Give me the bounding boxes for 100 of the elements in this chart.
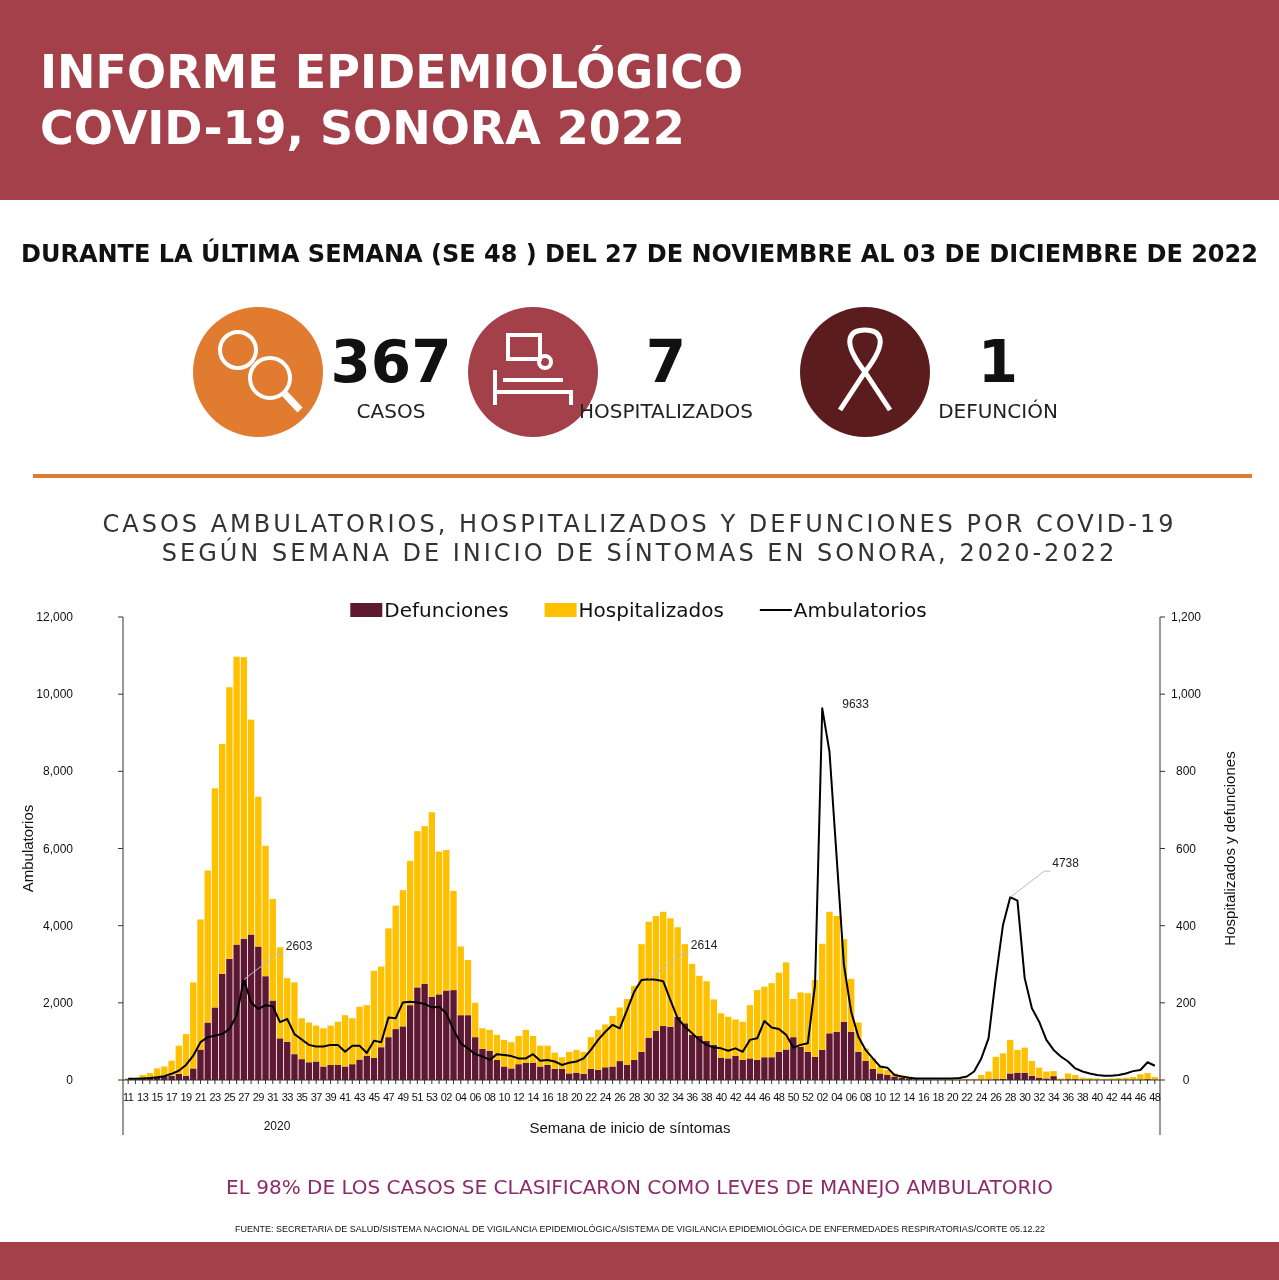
- x-tick-label: 34: [672, 1091, 684, 1103]
- x-tick-label: 33: [281, 1091, 294, 1103]
- x-tick-label: 43: [354, 1091, 366, 1103]
- x-tick-label: 11: [123, 1091, 134, 1103]
- x-tick-label: 28: [1004, 1091, 1017, 1103]
- x-tick-label: 42: [729, 1091, 742, 1103]
- x-tick-label: 04: [831, 1091, 843, 1103]
- text: CASOS: [356, 399, 426, 423]
- x-tick-label: 10: [498, 1091, 511, 1103]
- x-tick-label: 14: [527, 1091, 540, 1103]
- text: 1: [977, 328, 1019, 396]
- text: HOSPITALIZADOS: [578, 399, 754, 423]
- x-tick-label: 06: [845, 1091, 858, 1103]
- legend-label: Defunciones: [384, 598, 509, 622]
- x-tick-label: 27: [238, 1091, 250, 1103]
- x-tick-label: 38: [1077, 1091, 1089, 1103]
- y-tick-label: 2,000: [42, 995, 74, 1010]
- x-tick-label: 02: [440, 1091, 453, 1103]
- x-tick-label: 14: [903, 1091, 915, 1103]
- x-tick-label: 39: [325, 1091, 337, 1103]
- x-tick-label: 17: [166, 1091, 178, 1103]
- x-tick-label: 46: [1134, 1091, 1147, 1103]
- x-axis-title: Semana de inicio de síntomas: [529, 1119, 731, 1136]
- source-note: FUENTE: SECRETARIA DE SALUD/SISTEMA NACIONAL DE VIGILANCIA EPIDEMIOLÓGICA/SISTEMA DE VIGILANCIA EPIDEMIOLÓGICA DE ENFERMEDADES RESPIRATORIAS/CORTE 05.12.22: [234, 1224, 1046, 1234]
- x-tick-label: 35: [296, 1091, 308, 1103]
- legend-label: Ambulatorios: [793, 598, 927, 622]
- x-tick-label: 20: [570, 1091, 583, 1103]
- x-tick-label: 06: [469, 1091, 482, 1103]
- x-tick-label: 48: [773, 1091, 785, 1103]
- x-tick-label: 12: [889, 1091, 901, 1103]
- x-tick-label: 49: [397, 1091, 409, 1103]
- text: 367: [330, 328, 452, 396]
- y-tick-label: 6,000: [42, 841, 74, 856]
- x-tick-label: 42: [1105, 1091, 1118, 1103]
- x-tick-label: 10: [874, 1091, 887, 1103]
- x-tick-label: 24: [599, 1091, 612, 1103]
- x-tick-label: 19: [180, 1091, 193, 1103]
- x-tick-label: 32: [1033, 1091, 1046, 1103]
- x-tick-label: 18: [932, 1091, 944, 1103]
- x-tick-label: 32: [657, 1091, 670, 1103]
- y2-tick-label: 1,200: [1170, 610, 1202, 624]
- y-tick-label: 8,000: [42, 764, 74, 779]
- y-tick-label: 4,000: [42, 918, 74, 933]
- data-label: 2603: [285, 938, 313, 953]
- data-label: 9633: [842, 697, 870, 712]
- x-tick-label: 24: [975, 1091, 988, 1103]
- y2-axis-title: Hospitalizados y defunciones: [1221, 751, 1238, 946]
- x-tick-label: 22: [585, 1091, 597, 1103]
- x-tick-label: 26: [990, 1091, 1002, 1103]
- text: 7: [645, 328, 687, 396]
- x-tick-label: 28: [628, 1091, 641, 1103]
- y-tick-label: 10,000: [36, 687, 74, 702]
- x-tick-label: 02: [816, 1091, 829, 1103]
- x-tick-label: 52: [802, 1091, 814, 1103]
- x-tick-label: 23: [209, 1091, 221, 1103]
- x-tick-label: 26: [614, 1091, 626, 1103]
- x-tick-label: 21: [194, 1091, 207, 1103]
- x-tick-label: 29: [252, 1091, 265, 1103]
- x-tick-label: 20: [946, 1091, 959, 1103]
- y-axis-title: Ambulatorios: [19, 804, 36, 893]
- x-tick-label: 36: [686, 1091, 699, 1103]
- x-tick-label: 31: [267, 1091, 279, 1103]
- y-tick-label: 0: [66, 1073, 74, 1087]
- data-label: 2614: [690, 938, 718, 953]
- x-tick-label: 40: [1091, 1091, 1103, 1103]
- text: CASOS AMBULATORIOS, HOSPITALIZADOS Y DEFUNCIONES POR COVID-19 SEGÚN SEMANA DE INICIO DE SÍNTOMAS EN SONORA, 2020-2022: [102, 510, 1177, 567]
- x-tick-label: 08: [860, 1091, 872, 1103]
- x-tick-label: 37: [310, 1091, 323, 1103]
- text: EL 98% DE LOS CASOS SE CLASIFICARON COMO LEVES DE MANEJO AMBULATORIO: [226, 1175, 1053, 1199]
- x-tick-label: 22: [961, 1091, 973, 1103]
- text: 2020: [263, 1119, 291, 1133]
- x-tick-label: 51: [411, 1091, 424, 1103]
- x-tick-label: 16: [917, 1091, 930, 1103]
- x-tick-label: 16: [541, 1091, 554, 1103]
- x-tick-label: 50: [787, 1091, 800, 1103]
- x-tick-label: 36: [1062, 1091, 1075, 1103]
- y2-tick-label: 800: [1175, 764, 1197, 779]
- y2-tick-label: 1,000: [1170, 687, 1202, 702]
- x-tick-label: 13: [137, 1091, 149, 1103]
- x-tick-label: 47: [382, 1091, 395, 1103]
- y2-tick-label: 400: [1175, 918, 1197, 933]
- x-tick-label: 38: [701, 1091, 713, 1103]
- x-tick-label: 34: [1048, 1091, 1060, 1103]
- x-tick-label: 08: [484, 1091, 496, 1103]
- x-tick-label: 40: [715, 1091, 728, 1103]
- chart-title: INFORME EPIDEMIOLÓGICO COVID-19, SONORA 2022: [40, 45, 744, 155]
- x-tick-label: 30: [643, 1091, 655, 1103]
- x-tick-label: 12: [513, 1091, 525, 1103]
- data-label: 4738: [1052, 856, 1080, 871]
- x-tick-label: 46: [758, 1091, 771, 1103]
- legend-label: Hospitalizados: [578, 598, 724, 622]
- chart-subtitle: DURANTE LA ÚLTIMA SEMANA (SE 48 ) DEL 27 DE NOVIEMBRE AL 03 DE DICIEMBRE DE 2022: [21, 238, 1258, 268]
- x-tick-label: 48: [1149, 1091, 1161, 1103]
- y2-tick-label: 0: [1182, 1073, 1190, 1087]
- x-tick-label: 53: [426, 1091, 438, 1103]
- y2-tick-label: 200: [1175, 995, 1197, 1010]
- x-tick-label: 44: [744, 1091, 756, 1103]
- y2-tick-label: 600: [1175, 841, 1197, 856]
- x-tick-label: 25: [223, 1091, 236, 1103]
- x-tick-label: 41: [339, 1091, 352, 1103]
